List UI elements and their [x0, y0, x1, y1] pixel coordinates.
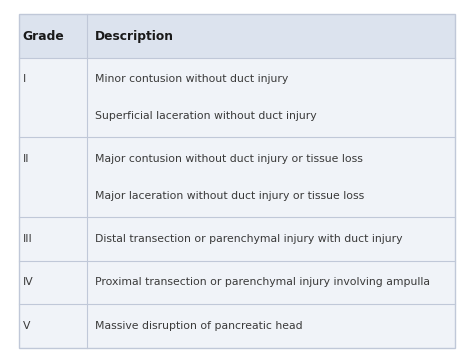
Text: II: II [23, 154, 29, 164]
Text: Major laceration without duct injury or tissue loss: Major laceration without duct injury or … [95, 191, 365, 201]
Text: Minor contusion without duct injury: Minor contusion without duct injury [95, 74, 288, 84]
Text: Superficial laceration without duct injury: Superficial laceration without duct inju… [95, 111, 317, 121]
Text: Description: Description [95, 30, 174, 43]
Bar [19, 14, 455, 58]
Text: I: I [23, 74, 26, 84]
Text: IV: IV [23, 277, 34, 287]
Text: Massive disruption of pancreatic head: Massive disruption of pancreatic head [95, 321, 303, 331]
Text: Proximal transection or parenchymal injury involving ampulla: Proximal transection or parenchymal inju… [95, 277, 430, 287]
Text: V: V [23, 321, 30, 331]
Text: Distal transection or parenchymal injury with duct injury: Distal transection or parenchymal injury… [95, 234, 402, 244]
Text: Grade: Grade [23, 30, 64, 43]
Text: Major contusion without duct injury or tissue loss: Major contusion without duct injury or t… [95, 154, 363, 164]
Text: III: III [23, 234, 33, 244]
